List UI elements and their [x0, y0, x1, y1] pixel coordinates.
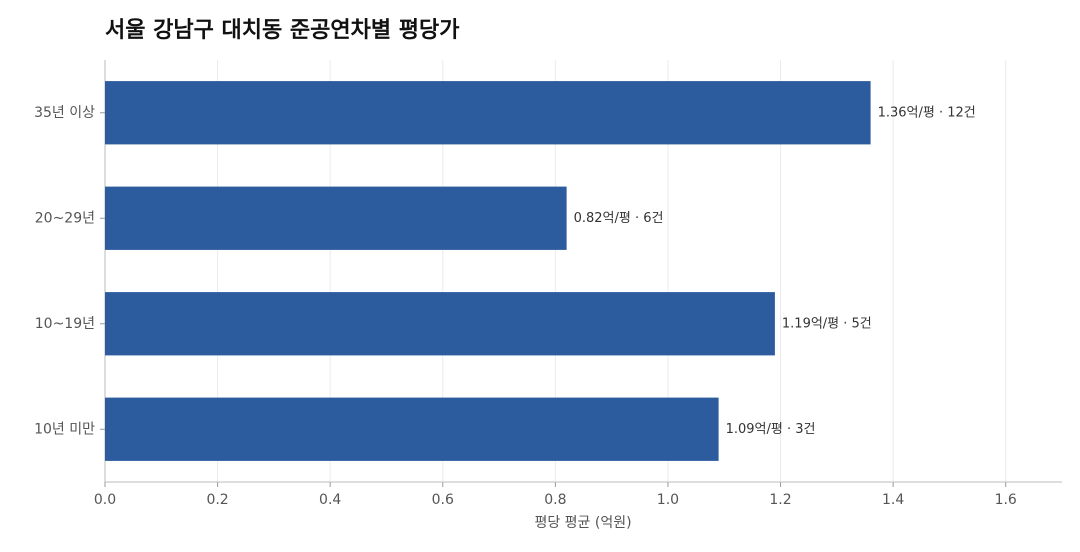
- y-tick-label: 10~19년: [35, 316, 95, 332]
- x-axis-label: 평당 평균 (억원): [534, 515, 631, 531]
- value-label: 1.09억/평 · 3건: [726, 422, 816, 437]
- bar: [105, 397, 719, 461]
- x-tick-label: 1.2: [769, 492, 791, 508]
- bar: [105, 81, 871, 145]
- value-label: 1.19억/평 · 5건: [782, 316, 872, 331]
- y-tick-label: 35년 이상: [34, 105, 95, 121]
- chart-title: 서울 강남구 대치동 준공연차별 평당가: [105, 18, 459, 43]
- x-tick-label: 0.4: [319, 492, 341, 508]
- x-tick-label: 0.0: [94, 492, 116, 508]
- x-tick-label: 0.6: [432, 492, 454, 508]
- x-tick-label: 1.6: [995, 492, 1017, 508]
- bar: [105, 292, 775, 356]
- y-tick-label: 10년 미만: [34, 421, 95, 437]
- y-tick-label: 20~29년: [35, 210, 95, 226]
- x-tick-label: 1.4: [882, 492, 904, 508]
- x-tick-label: 0.8: [544, 492, 566, 508]
- value-label: 0.82억/평 · 6건: [574, 211, 664, 226]
- value-label: 1.36억/평 · 12건: [878, 105, 976, 120]
- x-tick-label: 1.0: [657, 492, 679, 508]
- bar: [105, 186, 567, 250]
- x-tick-label: 0.2: [206, 492, 228, 508]
